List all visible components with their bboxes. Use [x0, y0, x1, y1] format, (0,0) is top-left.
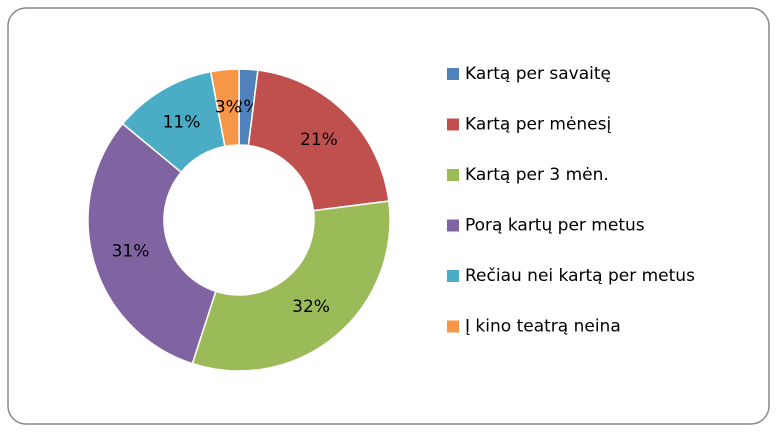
data-label: 11%: [163, 113, 201, 133]
legend-swatch: [447, 320, 459, 333]
data-label: 3%: [215, 98, 242, 118]
legend-label: Rečiau nei kartą per metus: [465, 266, 695, 286]
data-label: 32%: [292, 297, 330, 317]
legend-label: Kartą per savaitę: [465, 64, 611, 84]
legend-swatch: [447, 219, 459, 232]
legend-swatch: [447, 270, 459, 282]
legend-label: Kartą per mėnesį: [465, 115, 611, 135]
donut-slice: [209, 68, 240, 148]
legend-label: Į kino teatrą neina: [465, 317, 621, 337]
legend-label: Porą kartų per metus: [465, 216, 645, 236]
legend-swatch: [447, 68, 459, 80]
donut-slice: [247, 69, 390, 212]
donut-slice: [87, 122, 217, 365]
donut-slice: [191, 200, 391, 372]
data-label: 21%: [300, 130, 338, 150]
data-label: 31%: [112, 242, 150, 262]
legend-swatch: [447, 118, 459, 131]
legend-swatch: [447, 169, 459, 181]
legend-label: Kartą per 3 mėn.: [465, 165, 609, 185]
